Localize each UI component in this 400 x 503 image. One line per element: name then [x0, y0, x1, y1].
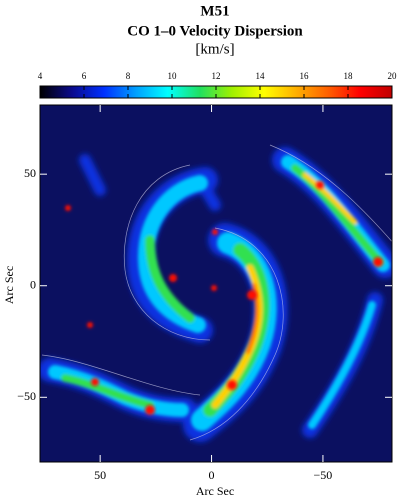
x-tick-label: −50	[314, 468, 333, 482]
colorbar-tick-label: 12	[212, 71, 221, 81]
colorbar-tick-label: 6	[82, 71, 87, 81]
colorbar-tick-label: 16	[300, 71, 310, 81]
chart-title: M51	[200, 3, 229, 19]
plot-frame	[39, 104, 393, 463]
chart-subtitle: CO 1–0 Velocity Dispersion	[127, 23, 303, 39]
colorbar-tick-label: 18	[344, 71, 354, 81]
y-tick-label: 50	[24, 166, 36, 180]
colorbar-tick-label: 14	[256, 71, 266, 81]
colorbar-label: [km/s]	[195, 41, 234, 57]
colorbar-tick-label: 4	[38, 71, 43, 81]
y-tick-label: 0	[30, 277, 36, 291]
colorbar-tick-label: 8	[126, 71, 131, 81]
x-axis-label: Arc Sec	[196, 484, 234, 498]
x-tick-label: 0	[209, 468, 215, 482]
colorbar-tick-label: 20	[388, 71, 398, 81]
y-axis-label: Arc Sec	[2, 266, 16, 304]
x-tick-label: 50	[94, 468, 106, 482]
map-image	[40, 105, 392, 462]
colorbar-tick-label: 10	[168, 71, 178, 81]
y-tick-label: −50	[17, 389, 36, 403]
